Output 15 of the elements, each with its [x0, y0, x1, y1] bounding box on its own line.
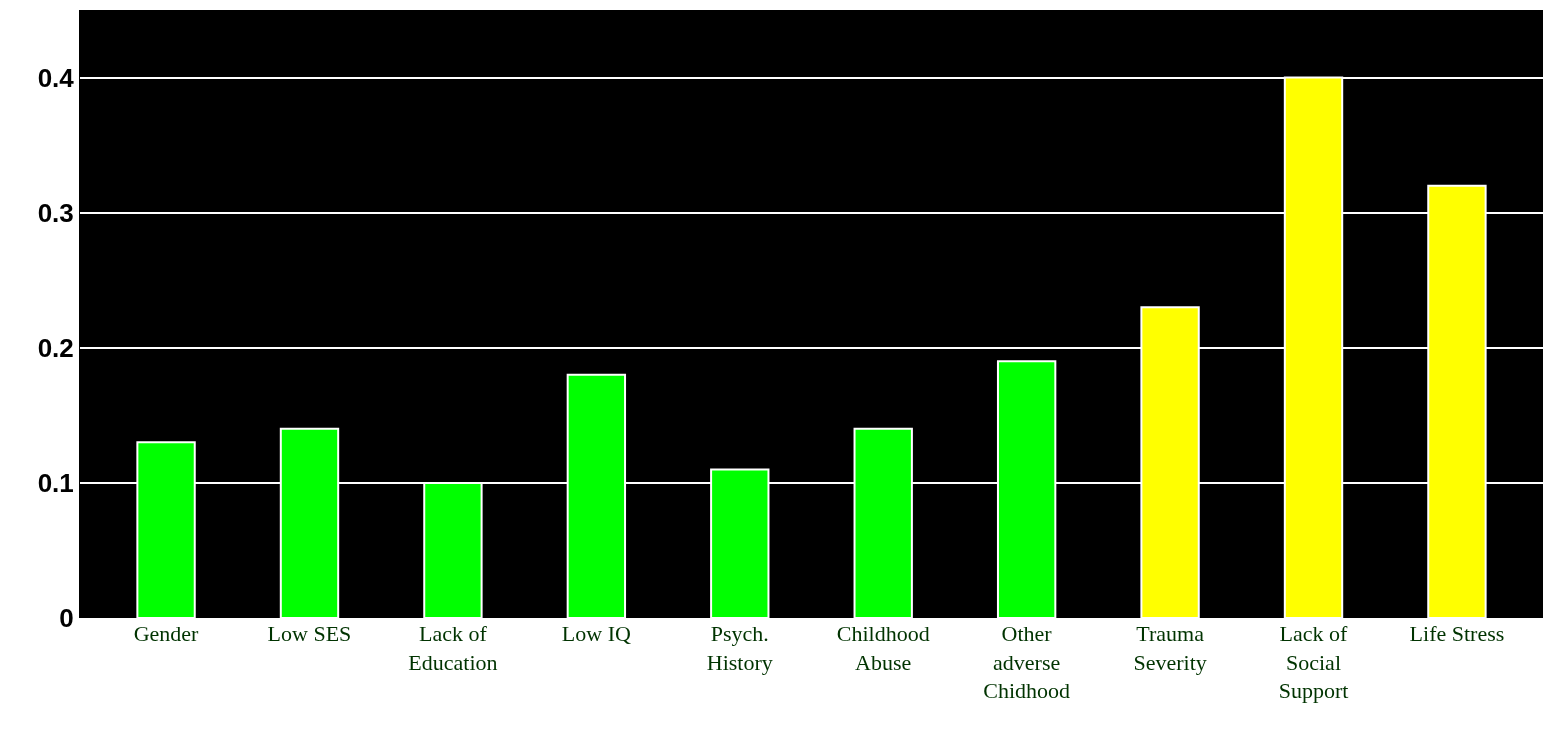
x-tick-label: Low SES — [267, 621, 352, 646]
x-tick-label: Low IQ — [561, 621, 631, 646]
x-tick-label: Gender — [133, 621, 200, 646]
x-tick-label: Life Stress — [1409, 621, 1505, 646]
x-tick-label: Psych. History — [706, 621, 773, 675]
y-tick-label: 0.4 — [37, 62, 75, 93]
x-tick-label: Other adverse Chidhood — [983, 621, 1071, 704]
x-tick-label: Lack of Social Support — [1278, 621, 1349, 704]
y-tick-label: 0.3 — [37, 197, 74, 228]
y-tick-label: 0.1 — [37, 467, 74, 498]
y-tick-label: 0 — [59, 603, 74, 634]
y-tick-label: 0.2 — [37, 332, 74, 363]
x-tick-label: Childhood Abuse — [836, 621, 930, 675]
x-tick-label: Lack of Education — [408, 621, 498, 675]
x-tick-label: Trauma Severity — [1133, 621, 1207, 675]
